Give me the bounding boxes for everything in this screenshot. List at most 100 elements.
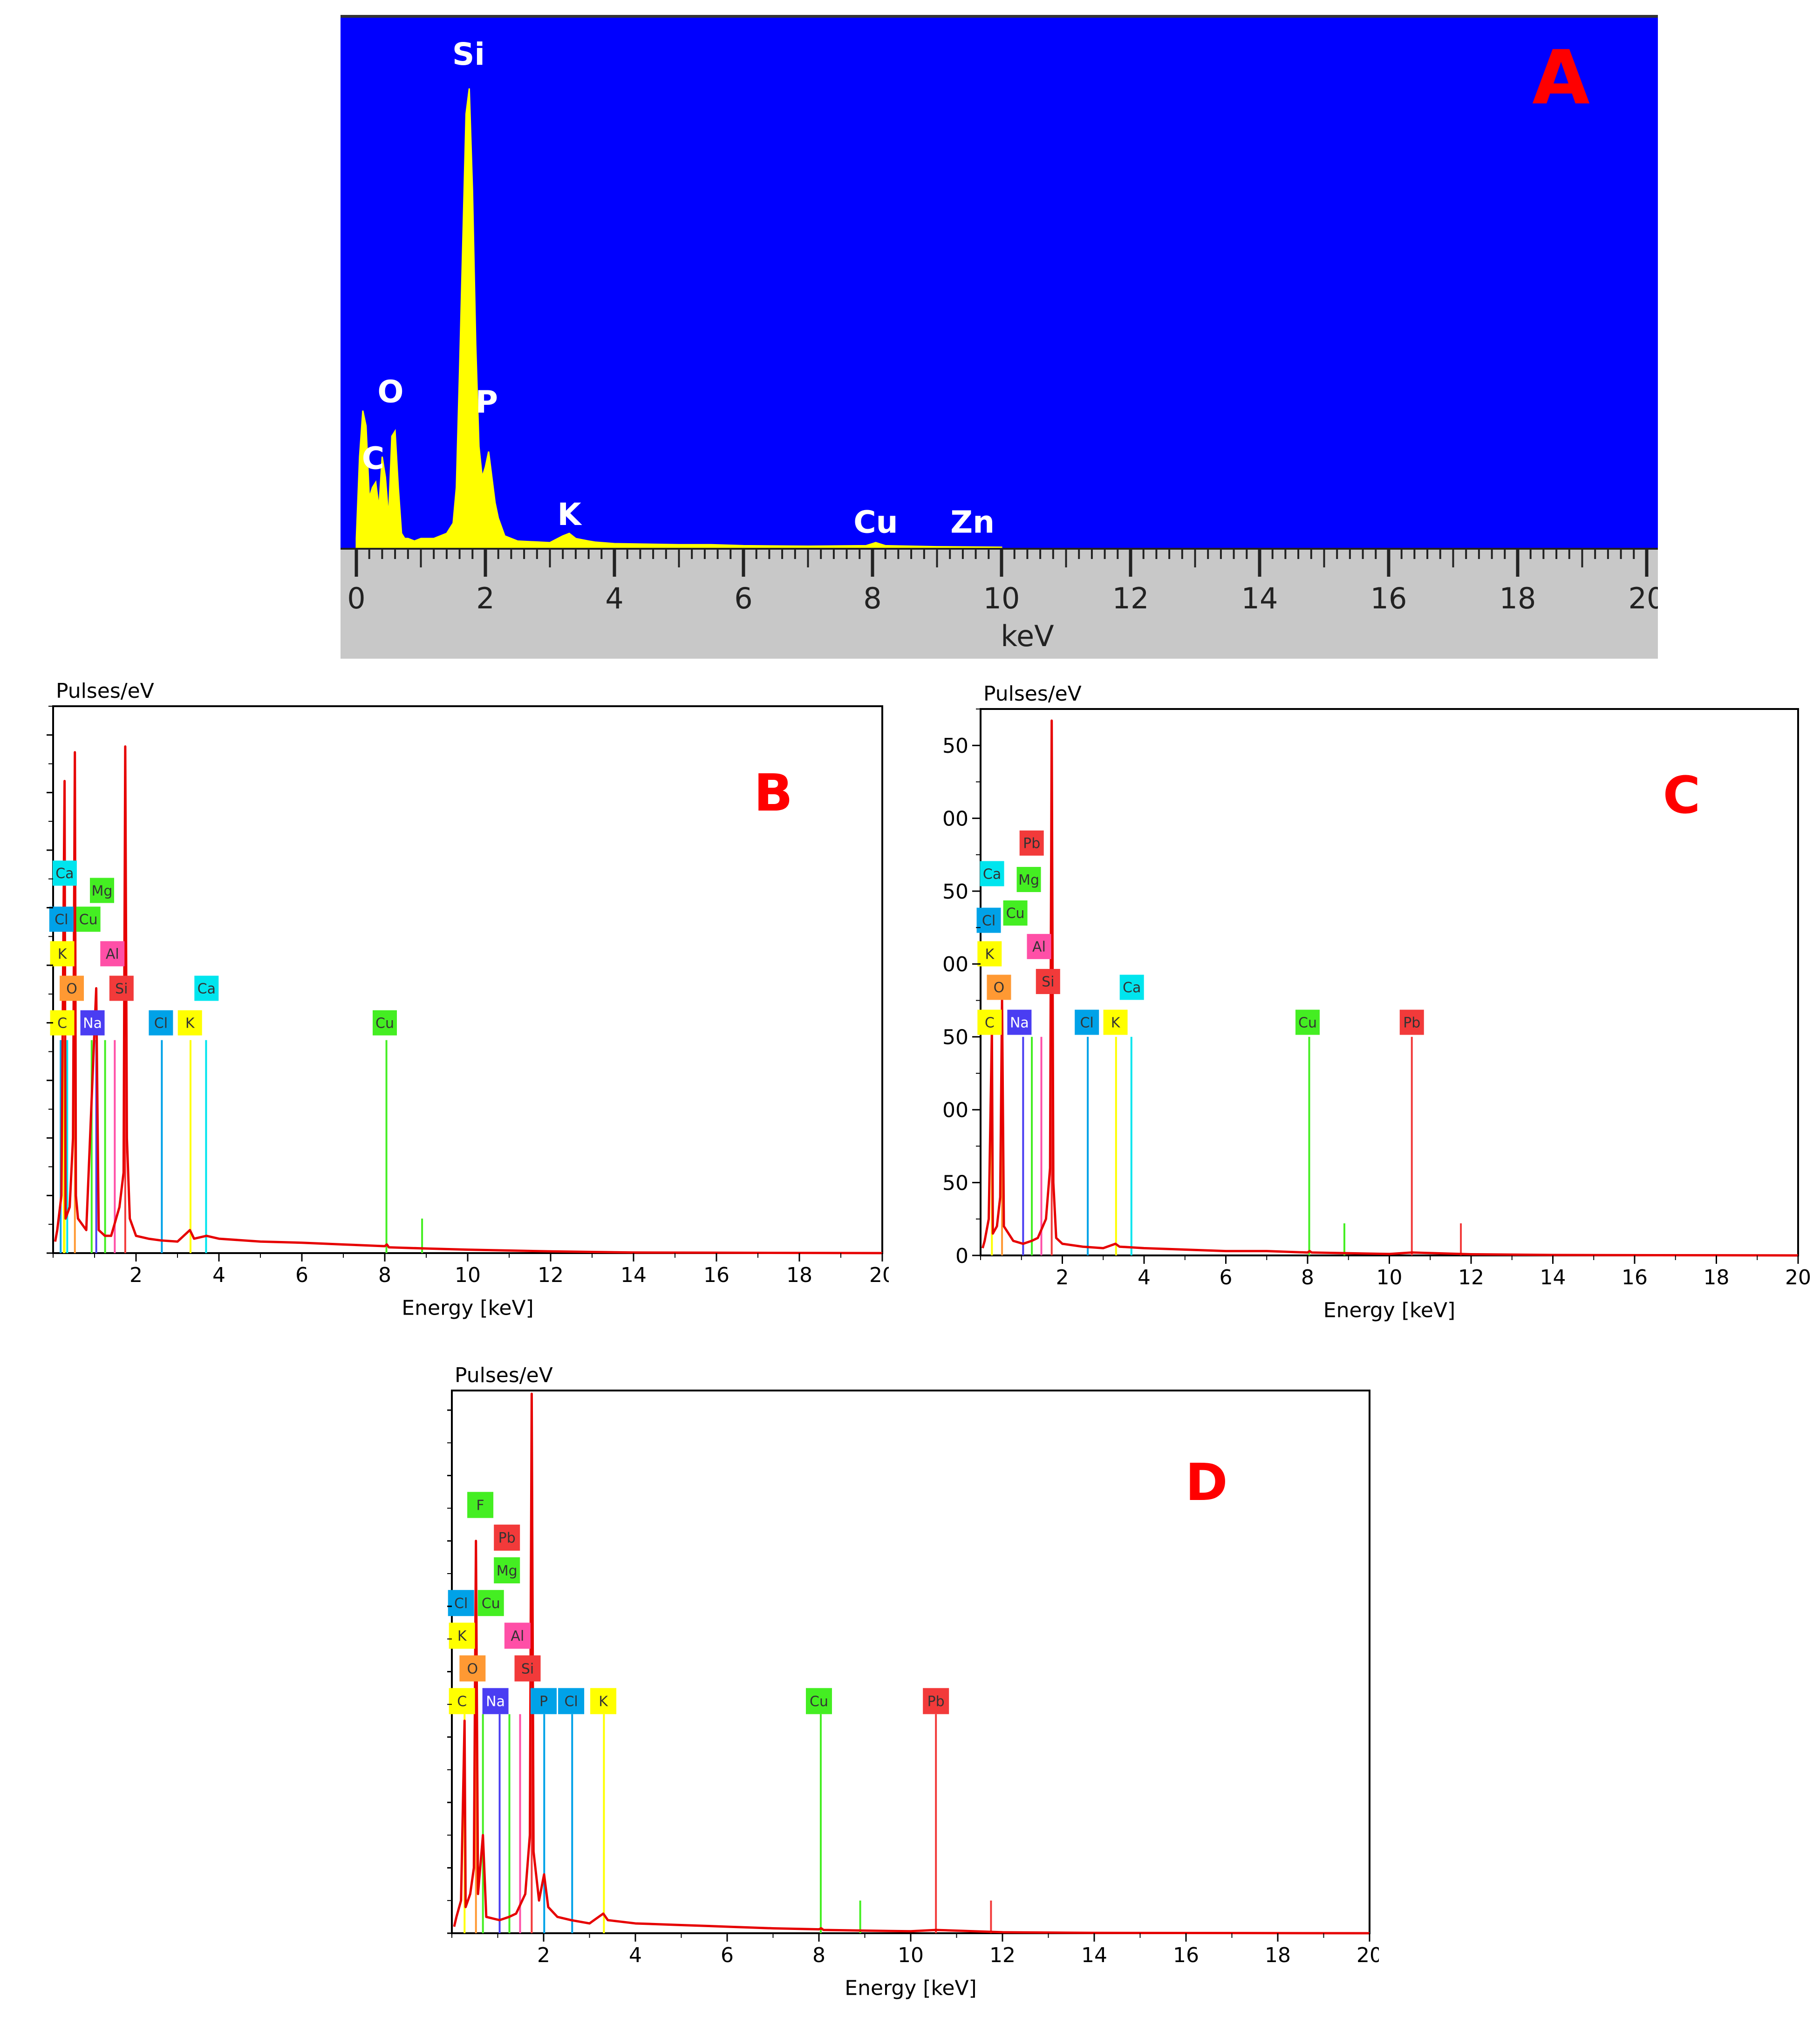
x-tick-label: 14: [1540, 1266, 1566, 1289]
element-tag: [806, 1688, 832, 1714]
plot-frame: [451, 1390, 1370, 1934]
chart-c: Ca Cl K O C Na Pb Mg Cu Al Si Cl K Ca Cu Pb 0 50 100 150 200…: [941, 682, 1811, 1322]
element-tag: [448, 1590, 474, 1616]
element-tag: [449, 1688, 475, 1714]
peak-label: Si: [452, 36, 485, 72]
element-tag-label: Ca: [1123, 980, 1141, 996]
y-tick-label: 150: [941, 1026, 968, 1050]
y-axis-title: Pulses/eV: [455, 1364, 553, 1387]
element-tag: [60, 975, 84, 1001]
x-tick-label: 8: [863, 581, 881, 615]
element-tag-label: O: [66, 981, 77, 997]
x-tick-label: 10: [455, 1263, 481, 1287]
element-tag: [100, 941, 125, 967]
axis-band: [341, 549, 1658, 659]
element-tag: [531, 1688, 557, 1714]
x-tick-label: 18: [786, 1263, 812, 1287]
element-tag: [1075, 1009, 1099, 1035]
element-tag-label: Na: [1010, 1015, 1029, 1031]
element-tag-label: K: [599, 1694, 608, 1710]
spectrum-line: [453, 1392, 1370, 1935]
element-tag-label: K: [1111, 1015, 1121, 1031]
element-tag: [373, 1010, 397, 1036]
x-tick-label: 2: [130, 1263, 143, 1287]
y-tick-label: 300: [941, 807, 968, 831]
element-tag-label: C: [457, 1694, 467, 1710]
peak-label: Cu: [853, 504, 898, 540]
element-tag: [923, 1688, 949, 1714]
x-tick-label: 16: [1173, 1943, 1199, 1967]
x-tick-label: 8: [378, 1263, 391, 1287]
peak-label: O: [377, 374, 403, 410]
peak-label: P: [476, 384, 498, 420]
x-axis-title: Energy [keV]: [402, 1296, 533, 1320]
y-tick-label: 0: [955, 1244, 968, 1268]
panel-c: Ca Cl K O C Na Pb Mg Cu Al Si Cl K Ca Cu Pb 0 50 100 150 200…: [941, 680, 1817, 1346]
x-tick-label: 8: [1301, 1266, 1314, 1289]
element-tag-label: Cl: [55, 912, 68, 928]
element-tag-label: Cu: [1006, 906, 1025, 922]
x-tick-label: 20: [869, 1263, 889, 1287]
element-tag: [109, 975, 134, 1001]
element-tag-label: Cu: [375, 1015, 394, 1031]
element-tag: [1295, 1009, 1320, 1035]
element-tag: [459, 1655, 486, 1682]
element-tag: [590, 1688, 617, 1714]
panel-d: FPbMgClCuKAlOSiCNaPClKCuPb02040608010012…: [447, 1360, 1379, 2018]
element-tag-label: Mg: [1018, 872, 1039, 888]
element-tag-label: Na: [486, 1694, 505, 1710]
element-tag-label: Cl: [982, 913, 995, 929]
element-tag: [1007, 1009, 1032, 1035]
element-tag: [1103, 1009, 1128, 1035]
x-tick-label: 0: [347, 581, 365, 615]
panel-label: C: [1663, 765, 1701, 825]
element-tag-label: Pb: [498, 1530, 516, 1547]
element-tag-label: Cl: [154, 1015, 168, 1031]
plot-top-border: [341, 15, 1658, 18]
plot-background: [341, 18, 1658, 549]
x-tick-label: 20: [1785, 1266, 1811, 1289]
element-tag: [504, 1623, 531, 1649]
element-tag-label: C: [985, 1015, 995, 1031]
chart-d: FPbMgClCuKAlOSiCNaPClKCuPb02040608010012…: [447, 1364, 1379, 2000]
panel-label: B: [754, 763, 793, 823]
element-tag: [482, 1688, 509, 1714]
x-tick-label: 12: [538, 1263, 564, 1287]
x-tick-label: 14: [1241, 581, 1278, 615]
element-tag: [52, 860, 77, 886]
element-tag: [558, 1688, 585, 1714]
y-axis-title: Pulses/eV: [983, 682, 1082, 706]
x-tick-label: 20: [1356, 1943, 1379, 1967]
x-tick-label: 4: [605, 581, 623, 615]
element-tag-label: P: [539, 1694, 548, 1710]
spectrum-area: [355, 88, 1647, 550]
chart-a: 0 2 4 6 8 10 12 14 16 18 20 keV Si OC P K Cu Zn A: [341, 15, 1658, 659]
element-tag-label: Si: [115, 981, 128, 997]
element-tag-label: Ca: [983, 866, 1001, 882]
x-tick-label: 20: [1629, 581, 1658, 615]
panel-a: 0 2 4 6 8 10 12 14 16 18 20 keV Si O C P K Cu Zn A: [341, 15, 1658, 659]
x-tick-label: 16: [1622, 1266, 1648, 1289]
y-tick-label: 250: [941, 880, 968, 904]
element-tag-label: Cu: [482, 1595, 500, 1612]
x-tick-label: 10: [898, 1943, 924, 1967]
x-tick-label: 8: [812, 1943, 825, 1967]
element-tag-label: Cl: [454, 1595, 468, 1612]
x-tick-label: 2: [1056, 1266, 1069, 1289]
element-tag-label: Na: [83, 1015, 102, 1031]
element-tag: [1119, 975, 1144, 1000]
element-tag: [494, 1524, 520, 1551]
x-tick-label: 2: [476, 581, 494, 615]
element-tag: [50, 941, 75, 967]
y-tick-label: 350: [941, 734, 968, 758]
element-tag-label: K: [58, 946, 68, 962]
element-tag: [194, 975, 219, 1001]
element-tag: [977, 941, 1002, 967]
x-tick-label: 14: [1081, 1943, 1107, 1967]
element-tag: [1019, 830, 1044, 856]
element-tag-label: Cu: [79, 912, 98, 928]
element-tag-label: Pb: [1403, 1015, 1420, 1031]
element-tag-label: Al: [1032, 939, 1046, 955]
element-tag-label: Cu: [810, 1694, 828, 1710]
element-tag-label: Al: [106, 946, 119, 962]
